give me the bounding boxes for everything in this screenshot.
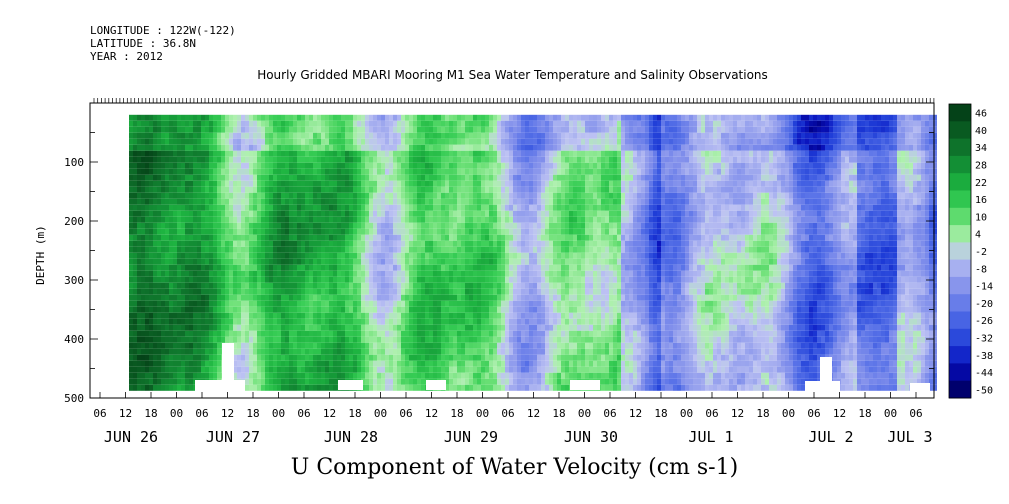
x-tick-label: 18 — [246, 407, 259, 420]
y-tick-label: 200 — [64, 215, 84, 228]
x-tick-label: 06 — [909, 407, 922, 420]
colorbar-label: -38 — [975, 351, 993, 362]
x-tick-label: 12 — [425, 407, 438, 420]
colorbar-label: -50 — [975, 385, 993, 396]
x-tick-label: 12 — [119, 407, 132, 420]
colorbar-label: 4 — [975, 230, 981, 241]
x-tick-label: 00 — [272, 407, 285, 420]
x-day-label: JUN 27 — [206, 428, 260, 446]
year-label: YEAR : 2012 — [90, 50, 163, 63]
x-tick-label: 12 — [527, 407, 540, 420]
x-tick-label: 00 — [680, 407, 693, 420]
x-axis-title: U Component of Water Velocity (cm s-1) — [290, 455, 739, 480]
x-tick-label: 18 — [756, 407, 769, 420]
x-tick-label: 06 — [501, 407, 514, 420]
colorbar-label: 28 — [975, 161, 987, 172]
x-tick-label: 18 — [348, 407, 361, 420]
x-day-label: JUN 29 — [444, 428, 498, 446]
colorbar-label: 46 — [975, 109, 987, 120]
y-tick-label: 300 — [64, 274, 84, 287]
x-tick-label: 06 — [195, 407, 208, 420]
data-gaps — [195, 343, 930, 392]
colorbar-label: -20 — [975, 299, 993, 310]
x-tick-label: 00 — [170, 407, 183, 420]
colorbar-label: 22 — [975, 178, 987, 189]
x-tick-label: 06 — [603, 407, 616, 420]
heatmap-field — [129, 114, 937, 391]
colorbar-label: -32 — [975, 334, 993, 345]
x-tick-label: 18 — [654, 407, 667, 420]
x-tick-label: 06 — [705, 407, 718, 420]
x-tick-label: 00 — [374, 407, 387, 420]
chart-title: Hourly Gridded MBARI Mooring M1 Sea Wate… — [257, 68, 768, 82]
x-day-label: JUL 3 — [887, 428, 932, 446]
x-tick-label: 06 — [93, 407, 106, 420]
colorbar-label: -2 — [975, 247, 987, 258]
x-tick-label: 00 — [578, 407, 591, 420]
x-tick-label: 00 — [884, 407, 897, 420]
y-tick-label: 400 — [64, 333, 84, 346]
x-tick-label: 00 — [476, 407, 489, 420]
colorbar-label: 16 — [975, 195, 987, 206]
colorbar-label: 40 — [975, 126, 987, 137]
colorbar-label: -26 — [975, 316, 993, 327]
colorbar-label: -8 — [975, 264, 987, 275]
x-tick-label: 12 — [833, 407, 846, 420]
y-tick-label: 100 — [64, 156, 84, 169]
x-tick-label: 00 — [782, 407, 795, 420]
x-tick-label: 18 — [144, 407, 157, 420]
longitude-label: LONGITUDE : 122W(-122) — [90, 24, 236, 37]
x-tick-label: 12 — [323, 407, 336, 420]
x-tick-label: 12 — [221, 407, 234, 420]
y-tick-label: 500 — [64, 392, 84, 405]
x-tick-label: 18 — [552, 407, 565, 420]
x-day-label: JUL 1 — [688, 428, 733, 446]
colorbar-label: -14 — [975, 282, 993, 293]
x-tick-label: 18 — [858, 407, 871, 420]
x-tick-label: 06 — [297, 407, 310, 420]
x-day-label: JUL 2 — [808, 428, 853, 446]
x-tick-label: 12 — [731, 407, 744, 420]
x-tick-label: 06 — [399, 407, 412, 420]
axis-ticks — [90, 98, 935, 399]
colorbar-label: -44 — [975, 368, 993, 379]
y-axis-label: DEPTH (m) — [34, 225, 47, 285]
colorbar-label: 10 — [975, 212, 987, 223]
x-day-label: JUN 26 — [104, 428, 158, 446]
axis-labels: 100 200 300 400 500 06 12 18 00 06 12 18 00 06 12 18 00 0… — [64, 156, 932, 446]
x-tick-label: 18 — [450, 407, 463, 420]
x-tick-label: 12 — [629, 407, 642, 420]
colorbar: 46 40 34 28 22 16 10 4 -2 -8 -14 -20 -26 -32 -38 -44 -50 — [948, 103, 993, 399]
colorbar-label: 34 — [975, 143, 987, 154]
x-day-label: JUN 28 — [324, 428, 378, 446]
x-tick-label: 06 — [807, 407, 820, 420]
latitude-label: LATITUDE : 36.8N — [90, 37, 196, 50]
x-day-label: JUN 30 — [564, 428, 618, 446]
